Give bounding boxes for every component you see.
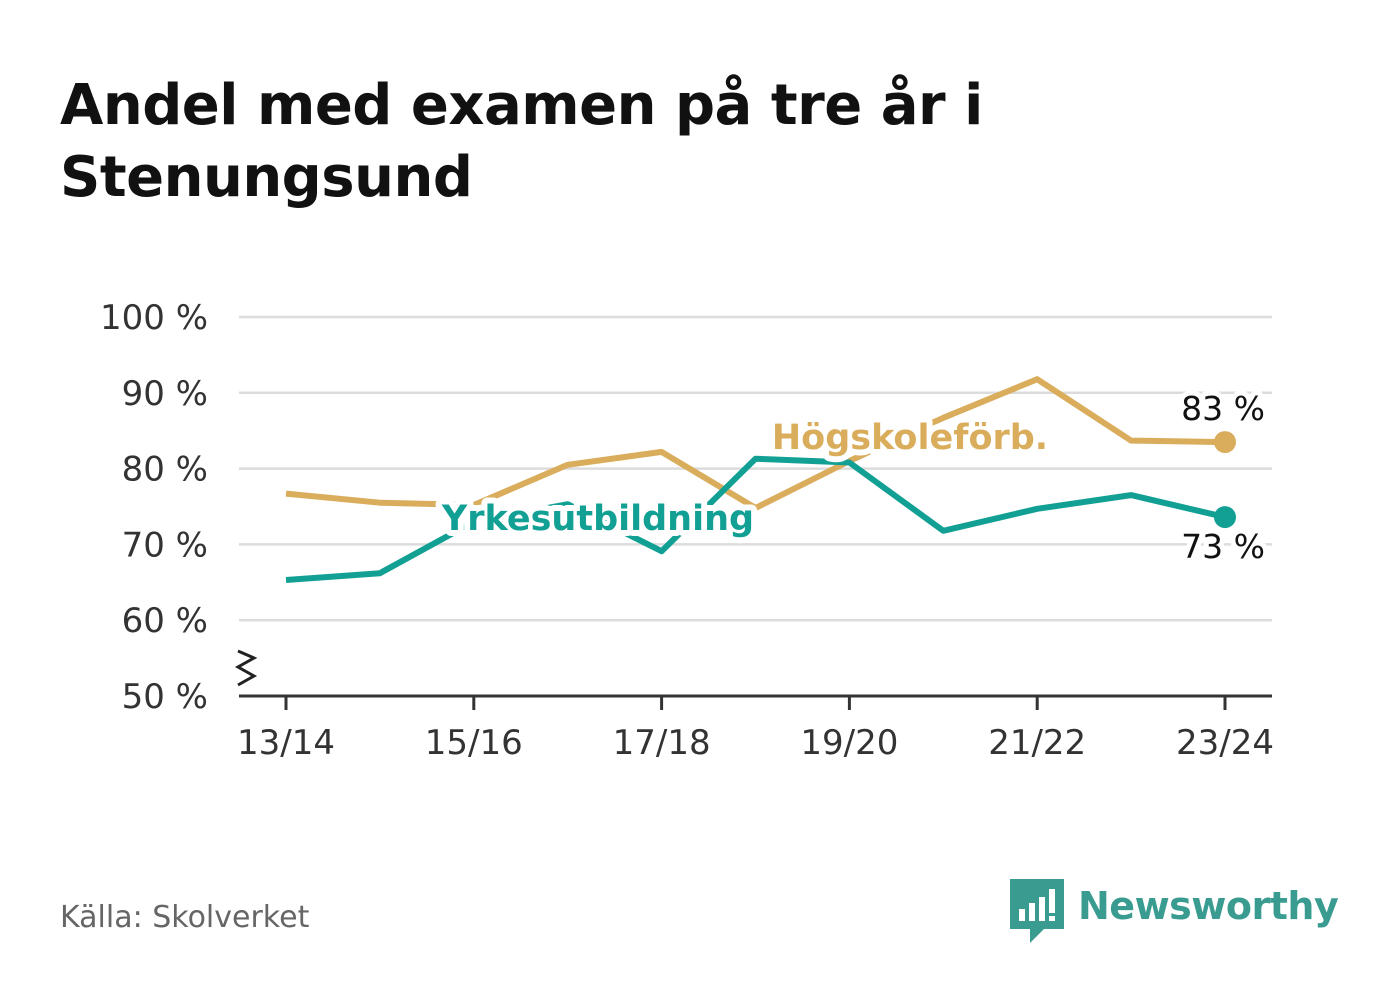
series-lines [285, 376, 1236, 583]
newsworthy-logo-icon [1010, 879, 1064, 943]
series-line [285, 376, 1226, 511]
y-tick-label: 100 % [100, 298, 208, 338]
series-labels: Högskoleförb.Högskoleförb.83 %83 %Yrkesu… [435, 384, 1270, 571]
x-tick-label: 23/24 [1176, 723, 1274, 763]
x-tick-label: 21/22 [988, 723, 1086, 763]
x-tick-label: 19/20 [800, 723, 898, 763]
x-tick-label: 15/16 [425, 723, 523, 763]
end-value-label-halo: 73 % [1181, 527, 1265, 566]
y-tick-label: 70 % [122, 525, 208, 565]
series-label: Högskoleförb. [772, 418, 1048, 458]
brand-logo: Newsworthy [1010, 876, 1339, 946]
y-tick-label: 90 % [122, 374, 208, 414]
series-label-halo: Högskoleförb. [772, 418, 1048, 458]
end-value-label-halo: 83 % [1181, 389, 1265, 428]
series-end-marker [1214, 431, 1236, 454]
source-note: Källa: Skolverket [60, 900, 310, 935]
series-line [285, 455, 1226, 583]
chart-title: Andel med examen på tre år i Stenungsund [60, 73, 983, 210]
series-end-marker [1214, 506, 1236, 529]
end-value-label: 83 % [1181, 389, 1265, 428]
axis-break-mark [234, 649, 258, 687]
y-axis-tick-labels: 50 % 60 % 70 % 80 % 90 % 100 % [100, 298, 208, 717]
x-tick-label: 17/18 [613, 723, 711, 763]
y-tick-label: 80 % [122, 450, 208, 490]
series-label: Yrkesutbildning [441, 499, 754, 539]
end-value-label: 73 % [1181, 527, 1265, 566]
y-tick-label: 50 % [122, 677, 208, 717]
series-label-halo: Yrkesutbildning [441, 499, 754, 539]
x-axis: 13/14 15/16 17/18 19/20 21/22 23/24 [234, 649, 1274, 763]
brand-name: Newsworthy [1078, 884, 1339, 928]
gridlines [239, 315, 1272, 622]
y-tick-label: 60 % [122, 601, 208, 641]
x-tick-label: 13/14 [237, 723, 335, 763]
